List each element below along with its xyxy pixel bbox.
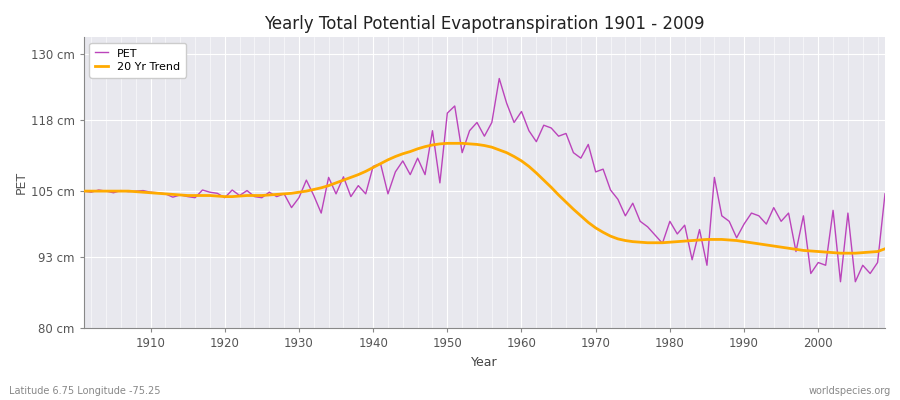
20 Yr Trend (879, 246, 890, 251)
PET (524, 128, 535, 133)
PET (78, 189, 89, 194)
20 Yr Trend (516, 158, 526, 163)
PET (138, 188, 148, 193)
20 Yr Trend (346, 175, 356, 180)
Text: Latitude 6.75 Longitude -75.25: Latitude 6.75 Longitude -75.25 (9, 386, 160, 396)
20 Yr Trend (442, 141, 453, 146)
PET (613, 197, 624, 202)
Title: Yearly Total Potential Evapotranspiration 1901 - 2009: Yearly Total Potential Evapotranspiratio… (265, 15, 705, 33)
Legend: PET, 20 Yr Trend: PET, 20 Yr Trend (89, 43, 185, 78)
20 Yr Trend (78, 189, 89, 194)
Text: worldspecies.org: worldspecies.org (809, 386, 891, 396)
20 Yr Trend (301, 189, 311, 194)
20 Yr Trend (835, 251, 846, 256)
PET (346, 194, 356, 199)
Line: PET: PET (84, 78, 885, 282)
PET (301, 178, 311, 182)
Line: 20 Yr Trend: 20 Yr Trend (84, 143, 885, 253)
PET (835, 279, 846, 284)
PET (879, 192, 890, 196)
20 Yr Trend (138, 190, 148, 195)
Y-axis label: PET: PET (15, 171, 28, 194)
20 Yr Trend (524, 164, 535, 169)
X-axis label: Year: Year (471, 356, 498, 369)
PET (516, 109, 526, 114)
20 Yr Trend (613, 236, 624, 241)
PET (494, 76, 505, 81)
